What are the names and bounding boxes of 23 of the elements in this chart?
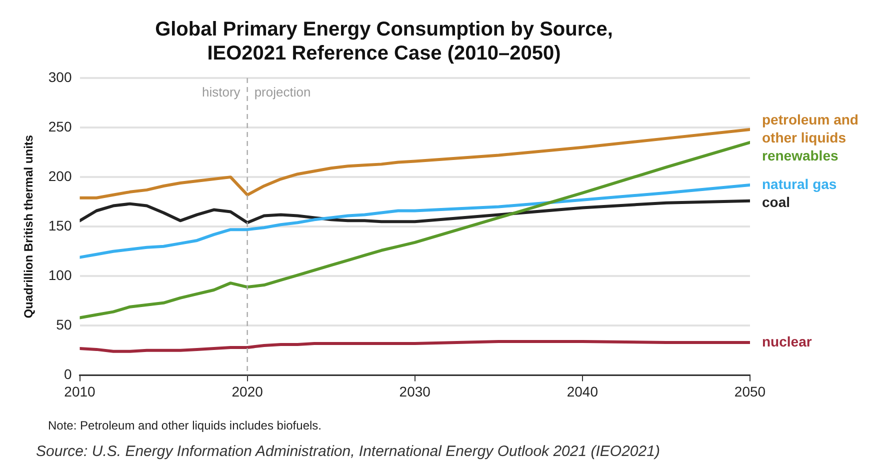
y-tick-label: 100 — [48, 266, 72, 283]
annotation: projection — [254, 84, 311, 100]
text: Note: Petroleum and other liquids includes biofuels. — [48, 418, 322, 432]
x-tick-label: 2040 — [566, 383, 598, 400]
y-tick-label: 150 — [48, 217, 72, 234]
y-axis-title: Quadrillion British thermal units — [22, 134, 36, 318]
source-note: Source: U.S. Energy Information Administration, International Energy Outlook 2021 (IEO2021) — [36, 443, 660, 460]
annotation: history — [202, 84, 241, 100]
y-tick-label: 200 — [48, 168, 72, 184]
series-label: coal — [762, 194, 790, 210]
y-tick-label: 250 — [48, 118, 72, 134]
x-tick-label: 2010 — [64, 383, 96, 400]
y-tick-label: 50 — [56, 316, 72, 333]
series-label: petroleum and other liquids — [762, 111, 858, 146]
y-tick-label: 0 — [64, 366, 72, 382]
x-tick-label: 2020 — [232, 383, 264, 400]
x-tick-label: 2050 — [734, 383, 766, 400]
y-tick-label: 300 — [48, 68, 72, 85]
series-label: nuclear — [762, 333, 812, 350]
x-tick-label: 2030 — [399, 383, 431, 400]
series-label: renewables — [762, 147, 838, 164]
chart-title: Global Primary Energy Consumption by Source, IEO2021 Reference Case (2010–2050) — [155, 18, 613, 65]
series-label: natural gas — [762, 176, 837, 192]
